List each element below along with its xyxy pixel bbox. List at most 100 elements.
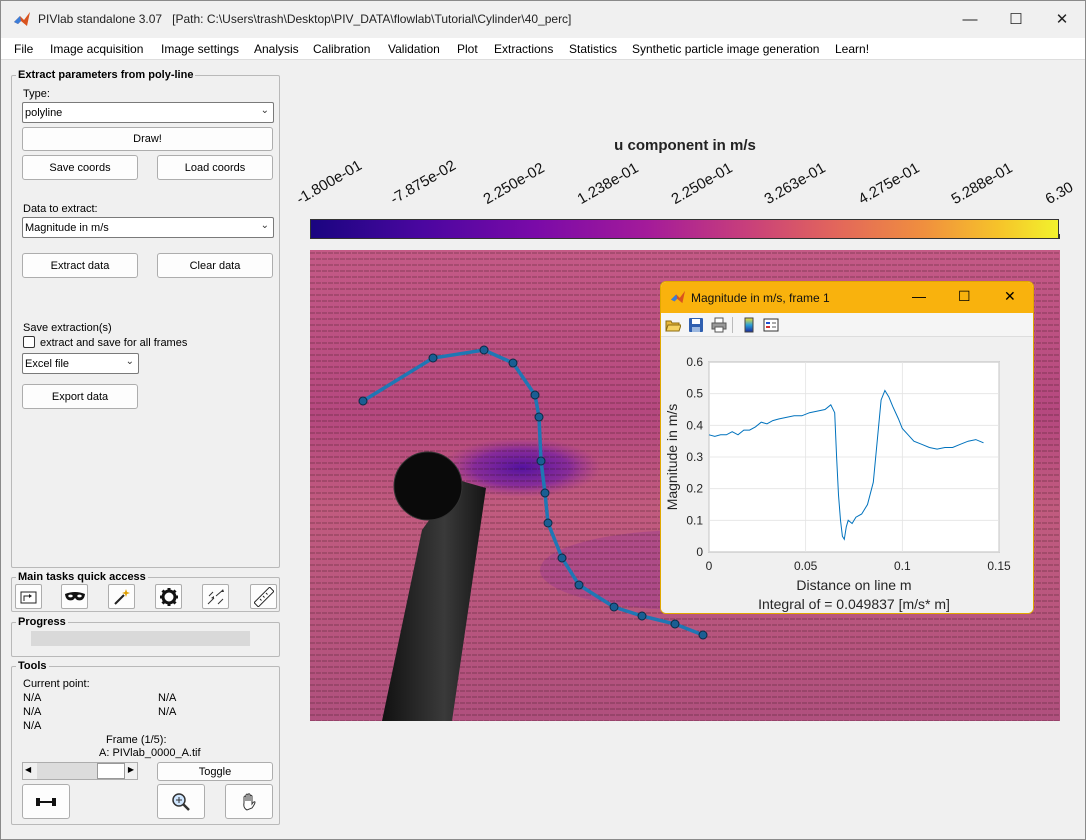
polyline-vertex[interactable] [530,390,540,400]
polyline-vertex[interactable] [543,518,553,528]
load-coords-button[interactable]: Load coords [157,155,273,180]
extract-panel-title: Extract parameters from poly-line [16,69,196,81]
polyline-vertex[interactable] [698,630,708,640]
polyline-vertex[interactable] [540,488,550,498]
figure-body: 0 0.1 0.2 0.3 0.4 0.5 0.6 0 0.05 0.1 0.15 Distanc… [661,337,1033,613]
menu-learn[interactable]: Learn! [835,42,870,56]
measure-icon [36,797,56,806]
maximize-button[interactable]: ☐ [993,1,1039,37]
load-images-icon [20,591,36,603]
figure-close-button[interactable]: ✕ [1004,288,1016,304]
progress-bar [31,631,250,646]
save-coords-button[interactable]: Save coords [22,155,138,180]
frame-slider[interactable]: ◀ ▶ [22,762,138,780]
matlab-logo-icon [671,290,685,304]
point-value-5: N/A [23,720,42,732]
current-point-label: Current point: [23,678,90,690]
vectors-icon [207,588,224,604]
save-icon[interactable] [688,317,704,333]
cylinder [393,451,463,521]
magnitude-line-chart[interactable]: 0 0.1 0.2 0.3 0.4 0.5 0.6 0 0.05 0.1 0.15 Distanc… [661,337,1034,614]
all-frames-label: extract and save for all frames [40,337,188,349]
polyline-vertex[interactable] [479,345,489,355]
clear-data-button[interactable]: Clear data [157,253,273,278]
polyline-vertex[interactable] [534,412,544,422]
slider-right-icon: ▶ [127,765,134,774]
point-value-2: N/A [158,692,177,704]
format-value: Excel file [25,357,70,370]
menu-analysis[interactable]: Analysis [254,42,299,56]
data-value: Magnitude in m/s [25,221,109,234]
export-data-button[interactable]: Export data [22,384,138,409]
polyline-vertex[interactable] [536,456,546,466]
colorbar-tick-label: -1.800e-01 [293,156,365,208]
chart-xlabel: Distance on line m [796,577,911,593]
menu-bar: File Image acquisition Image settings An… [1,38,1085,60]
app-title: PIVlab standalone 3.07 [38,12,163,26]
polyline-vertex[interactable] [637,611,647,621]
colorbar-icon[interactable] [741,317,757,333]
print-icon[interactable] [711,317,727,333]
colorbar-tick-label: 6.30 [1042,178,1077,208]
menu-image-acquisition[interactable]: Image acquisition [50,42,144,56]
polyline-vertex[interactable] [557,553,567,563]
pan-button[interactable] [225,784,273,819]
minimize-button[interactable]: — [947,1,993,37]
ruler-button[interactable] [250,584,277,609]
format-dropdown[interactable]: Excel file ⌄ [22,353,139,374]
menu-extractions[interactable]: Extractions [494,42,554,56]
measure-tool-button[interactable] [22,784,70,819]
close-button[interactable]: ✕ [1039,1,1085,37]
extract-data-button[interactable]: Extract data [22,253,138,278]
magnitude-figure-window[interactable]: Magnitude in m/s, frame 1 — ☐ ✕ 0 0.1 0.2 0… [660,281,1034,614]
colorbar-tick-label: 4.275e-01 [855,159,923,208]
polyline-vertices[interactable] [358,345,708,640]
polyline-vertex[interactable] [428,353,438,363]
open-folder-icon[interactable] [665,317,681,333]
load-images-button[interactable] [15,584,42,609]
vectors-button[interactable] [202,584,229,609]
data-to-extract-label: Data to extract: [23,203,98,215]
all-frames-checkbox[interactable] [23,336,35,348]
polyline-vertex[interactable] [609,602,619,612]
menu-synthetic[interactable]: Synthetic particle image generation [632,42,820,56]
slider-thumb[interactable] [97,763,125,779]
point-value-1: N/A [23,692,42,704]
menu-image-settings[interactable]: Image settings [161,42,240,56]
colorbar-tick-label: 5.288e-01 [948,159,1016,208]
chart-footer: Integral of = 0.049837 [m/s* m] [758,596,950,612]
menu-file[interactable]: File [14,42,34,56]
settings-button[interactable] [155,584,182,609]
polyline-vertex[interactable] [574,580,584,590]
y-tick-label: 0.2 [686,482,703,496]
matlab-logo-icon [14,12,30,26]
toggle-button[interactable]: Toggle [157,762,273,781]
data-dropdown[interactable]: Magnitude in m/s ⌄ [22,217,274,238]
menu-statistics[interactable]: Statistics [569,42,618,56]
menu-plot[interactable]: Plot [457,42,478,56]
menu-calibration[interactable]: Calibration [313,42,371,56]
tools-panel: Tools [11,660,280,825]
title-bar: PIVlab standalone 3.07 [Path: C:\Users\t… [1,1,1085,37]
chevron-down-icon: ⌄ [260,105,269,116]
colorbar-tick-label: 1.238e-01 [574,159,642,208]
figure-title-bar: Magnitude in m/s, frame 1 — ☐ ✕ [661,282,1033,313]
polyline-vertex[interactable] [670,619,680,629]
polyline-vertex[interactable] [358,396,368,406]
magic-wand-button[interactable] [108,584,135,609]
legend-icon[interactable] [763,317,779,333]
x-tick-label: 0 [706,559,713,573]
polyline-vertex[interactable] [508,358,518,368]
figure-maximize-button[interactable]: ☐ [958,288,971,304]
type-dropdown[interactable]: polyline ⌄ [22,102,274,123]
y-tick-labels: 0 0.1 0.2 0.3 0.4 0.5 0.6 [686,355,703,559]
y-tick-label: 0 [696,545,703,559]
mask-button[interactable] [61,584,88,609]
figure-minimize-button[interactable]: — [912,288,926,304]
y-tick-label: 0.4 [686,418,703,432]
colorbar-tick [1059,234,1060,239]
zoom-button[interactable] [157,784,205,819]
frame-file: A: PIVlab_0000_A.tif [99,747,201,759]
menu-validation[interactable]: Validation [388,42,440,56]
draw-button[interactable]: Draw! [22,127,273,151]
